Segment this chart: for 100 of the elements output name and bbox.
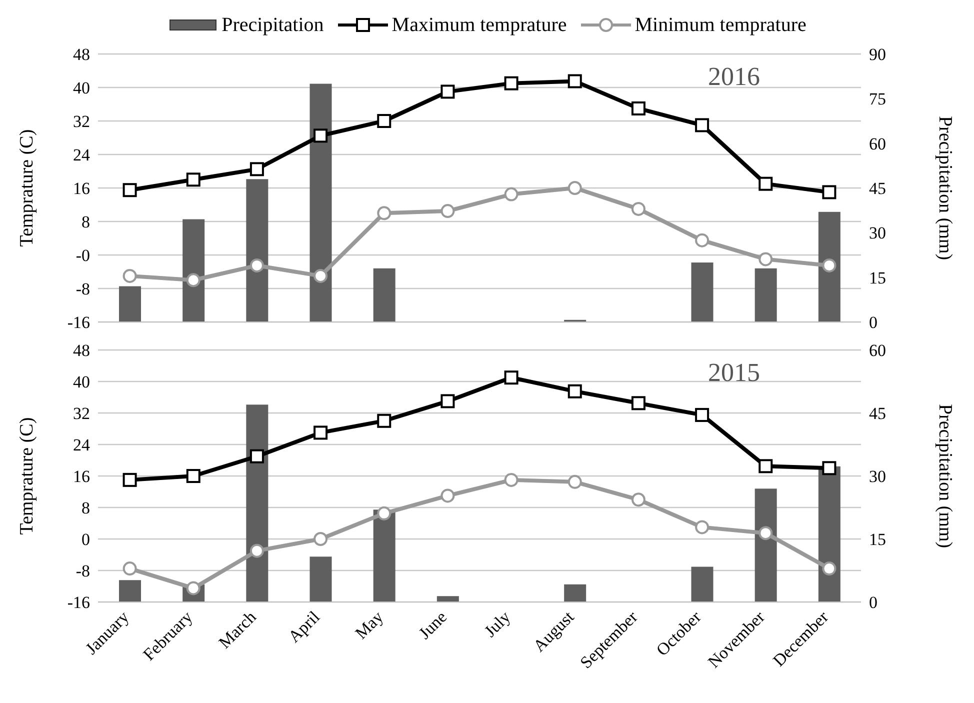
y2-axis-title: Precipitation (mm): [934, 404, 956, 548]
point: [631, 492, 646, 507]
y2-tick-label: 45: [869, 404, 886, 424]
bar: [119, 286, 141, 322]
y-tick-label: -8: [76, 562, 90, 581]
point: [695, 233, 710, 248]
legend-label: Precipitation: [222, 14, 324, 36]
y2-axis-title: Precipitation (mm): [934, 116, 956, 260]
y2-tick-label: 15: [869, 268, 886, 288]
point: [758, 176, 773, 191]
y-tick-label: 24: [73, 146, 90, 165]
y-tick-label: 32: [73, 404, 90, 424]
point: [314, 268, 328, 283]
bar: [818, 212, 840, 322]
point: [122, 562, 137, 576]
y-tick-label: -8: [76, 280, 90, 299]
y-tick-label: 8: [82, 212, 90, 232]
point: [695, 408, 710, 422]
annotation: 2015: [708, 358, 760, 388]
y2-tick-label: 0: [869, 313, 878, 332]
x-tick-label: May: [351, 607, 388, 643]
point: [440, 84, 455, 99]
y-tick-label: -16: [67, 313, 90, 332]
point: [568, 74, 582, 88]
y2-tick-label: 0: [869, 593, 878, 612]
y2-tick-label: 75: [869, 90, 886, 109]
bar: [373, 510, 396, 602]
point: [822, 258, 836, 272]
bar: [310, 84, 332, 322]
point: [122, 268, 137, 283]
point: [504, 370, 518, 385]
y-tick-label: 16: [73, 179, 90, 198]
bar: [310, 556, 332, 602]
point: [250, 258, 264, 272]
point: [631, 101, 646, 116]
point: [504, 472, 518, 487]
y-tick-label: 16: [73, 467, 90, 486]
annotation: 2016: [708, 62, 760, 92]
bar: [373, 268, 396, 322]
y-tick-label: 32: [73, 112, 90, 132]
point: [122, 472, 137, 487]
bar: [691, 262, 714, 322]
y-tick-label: 0: [82, 530, 90, 550]
y2-tick-label: 60: [869, 134, 886, 154]
point: [504, 76, 518, 90]
y2-tick-label: 60: [869, 341, 886, 360]
point: [250, 544, 264, 558]
point: [568, 384, 582, 398]
y2-tick-label: 30: [869, 224, 886, 243]
y-tick-label: 48: [73, 45, 90, 64]
point: [631, 396, 646, 410]
y2-tick-label: 30: [869, 467, 886, 486]
bar: [691, 566, 714, 602]
point: [440, 488, 455, 503]
y-tick-label: -0: [76, 246, 90, 266]
point: [377, 506, 392, 520]
point: [822, 185, 836, 200]
bar: [436, 596, 459, 602]
point: [822, 562, 836, 576]
point: [822, 461, 836, 476]
bar: [564, 584, 586, 602]
point: [250, 449, 264, 464]
point: [568, 474, 582, 489]
y2-tick-label: 90: [869, 45, 886, 64]
point: [695, 520, 710, 534]
point: [758, 252, 773, 266]
point: [440, 204, 455, 218]
y-tick-label: 48: [73, 341, 90, 360]
x-tick-label: June: [415, 607, 451, 643]
point: [186, 469, 200, 483]
point: [314, 532, 328, 546]
y2-tick-label: 15: [869, 530, 886, 550]
point: [377, 414, 392, 428]
point: [440, 394, 455, 408]
point: [758, 459, 773, 474]
y-axis-title: Temprature (C): [16, 129, 38, 247]
legend-label: Maximum temprature: [392, 14, 567, 36]
point: [186, 172, 200, 187]
point: [377, 114, 392, 128]
y-tick-label: 40: [73, 372, 90, 392]
y-tick-label: -16: [67, 593, 90, 612]
legend-label: Minimum temprature: [634, 14, 806, 36]
point: [314, 128, 328, 143]
point: [186, 273, 200, 288]
point: [377, 206, 392, 220]
y-axis-title: Temprature (C): [16, 417, 38, 535]
x-tick-label: July: [480, 607, 514, 641]
point: [122, 183, 137, 198]
point: [250, 162, 264, 176]
y2-tick-label: 45: [869, 179, 886, 198]
point: [631, 202, 646, 216]
point: [314, 426, 328, 440]
bar: [754, 488, 777, 602]
y-tick-label: 8: [82, 498, 90, 518]
y-tick-label: 24: [73, 436, 90, 455]
bar: [182, 219, 205, 322]
point: [504, 187, 518, 202]
point: [695, 118, 710, 132]
point: [568, 181, 582, 195]
bar: [119, 580, 141, 602]
